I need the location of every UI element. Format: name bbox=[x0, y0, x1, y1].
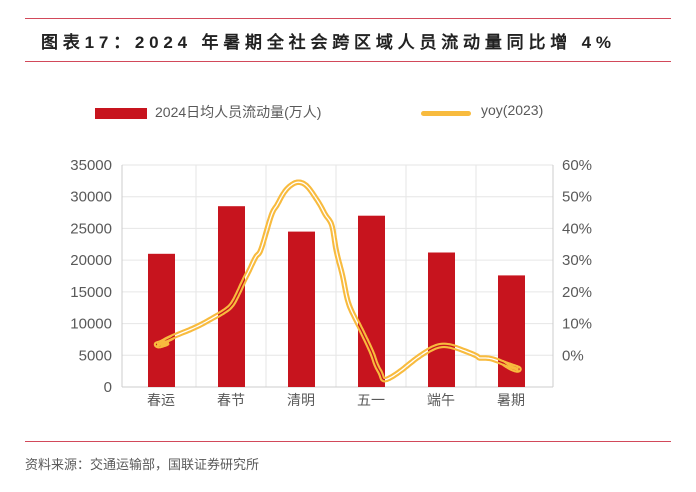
svg-text:15000: 15000 bbox=[70, 284, 112, 301]
svg-text:端午: 端午 bbox=[427, 392, 455, 408]
svg-text:10%: 10% bbox=[562, 316, 592, 333]
svg-text:30%: 30% bbox=[562, 252, 592, 269]
svg-text:五一: 五一 bbox=[357, 392, 385, 408]
svg-text:35000: 35000 bbox=[70, 157, 112, 174]
svg-text:20%: 20% bbox=[562, 284, 592, 301]
svg-text:5000: 5000 bbox=[79, 347, 112, 364]
svg-text:0%: 0% bbox=[562, 347, 584, 364]
svg-text:30000: 30000 bbox=[70, 189, 112, 206]
svg-text:40%: 40% bbox=[562, 220, 592, 237]
svg-text:暑期: 暑期 bbox=[497, 392, 525, 408]
svg-text:春运: 春运 bbox=[147, 392, 175, 408]
svg-text:春节: 春节 bbox=[217, 392, 245, 408]
svg-text:60%: 60% bbox=[562, 157, 592, 174]
svg-text:20000: 20000 bbox=[70, 252, 112, 269]
svg-text:10000: 10000 bbox=[70, 316, 112, 333]
svg-text:0: 0 bbox=[104, 379, 112, 396]
svg-text:清明: 清明 bbox=[287, 392, 315, 408]
svg-text:50%: 50% bbox=[562, 189, 592, 206]
svg-text:25000: 25000 bbox=[70, 220, 112, 237]
